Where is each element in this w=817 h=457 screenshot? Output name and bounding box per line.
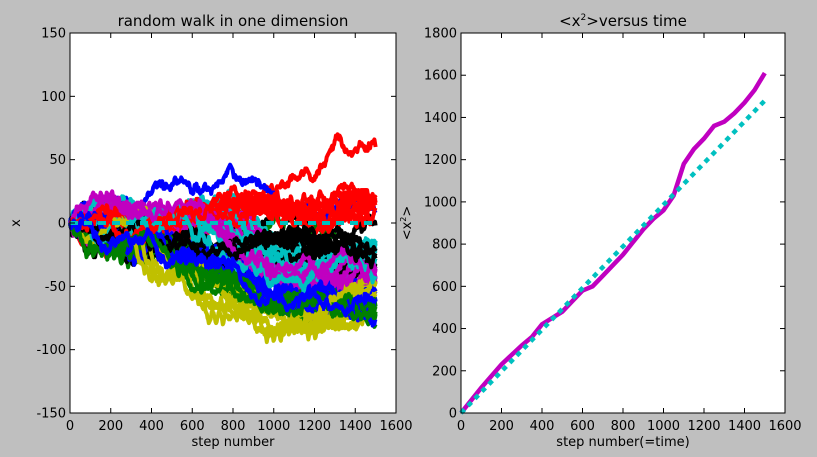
random-walk-panel: random walk in one dimension 0 200 400 600 8…	[9, 12, 413, 450]
left-chart-title: random walk in one dimension	[118, 12, 349, 30]
left-xtick-label: 0	[66, 419, 74, 434]
left-xtick-label: 1600	[379, 419, 412, 434]
right-xtick-label: 800	[611, 419, 636, 434]
left-xtick-label: 1400	[339, 419, 372, 434]
right-xtick-label: 600	[570, 419, 595, 434]
left-xtick-label: 600	[180, 419, 205, 434]
walk-line	[68, 189, 378, 284]
left-ytick-label: -50	[45, 280, 66, 295]
walk-line	[68, 219, 378, 270]
right-ytick-label: 600	[432, 280, 457, 295]
right-xtick-label: 0	[457, 419, 465, 434]
walk-line	[68, 218, 378, 318]
right-ylabel-rest: >	[400, 206, 415, 217]
right-ytick-label: 1400	[424, 111, 457, 126]
walk-line	[68, 222, 378, 322]
walk-series-group	[68, 132, 378, 345]
right-y-axis-label: <x2>	[399, 206, 415, 241]
mean-square-panel: <x2>versus time 0 200 400 600 800 1000 1200 140…	[399, 12, 802, 450]
left-axis-ticks: 0 200 400 600 800 1000 1200 1400 1600-150-100-50…	[36, 27, 412, 435]
left-xtick-label: 200	[98, 419, 123, 434]
right-ylabel-sup: 2	[399, 217, 408, 222]
left-ytick-label: -100	[36, 343, 66, 358]
right-title-main: <x	[559, 12, 581, 30]
left-xtick-label: 400	[139, 419, 164, 434]
right-chart-title: <x2>versus time	[559, 12, 687, 30]
right-ytick-label: 1800	[424, 27, 457, 42]
right-ytick-label: 400	[432, 322, 457, 337]
left-y-axis-label: x	[9, 219, 24, 227]
left-ytick-label: 0	[58, 217, 66, 232]
right-title-sup: 2	[581, 13, 587, 23]
left-ytick-label: -150	[36, 407, 66, 422]
right-x-axis-label: step number(=time)	[556, 435, 689, 450]
right-ytick-label: 1000	[424, 195, 457, 210]
right-xtick-label: 400	[530, 419, 555, 434]
left-ytick-label: 150	[41, 27, 66, 42]
mean-square-series-group	[459, 71, 767, 415]
right-ytick-label: 1200	[424, 153, 457, 168]
right-xtick-label: 1000	[647, 419, 680, 434]
left-ytick-label: 50	[49, 153, 66, 168]
left-xtick-label: 1000	[257, 419, 290, 434]
right-title-rest: >versus time	[586, 12, 687, 30]
right-ytick-label: 200	[432, 364, 457, 379]
left-x-axis-label: step number	[192, 435, 276, 450]
left-xtick-label: 1200	[298, 419, 331, 434]
mean-square-line	[459, 71, 767, 415]
right-ylabel-main: <x	[400, 221, 415, 240]
right-axis-ticks: 0 200 400 600 800 1000 1200 1400 1600 0 200 400 600 8…	[424, 27, 802, 435]
right-ytick-label: 1600	[424, 69, 457, 84]
right-xtick-label: 1600	[768, 419, 801, 434]
theory-dashed-line	[459, 99, 767, 415]
right-xtick-label: 1200	[687, 419, 720, 434]
right-xtick-label: 200	[489, 419, 514, 434]
right-ytick-label: 0	[449, 407, 457, 422]
right-xtick-label: 1400	[728, 419, 761, 434]
left-xtick-label: 800	[221, 419, 246, 434]
left-ytick-label: 100	[41, 90, 66, 105]
right-ytick-label: 800	[432, 238, 457, 253]
